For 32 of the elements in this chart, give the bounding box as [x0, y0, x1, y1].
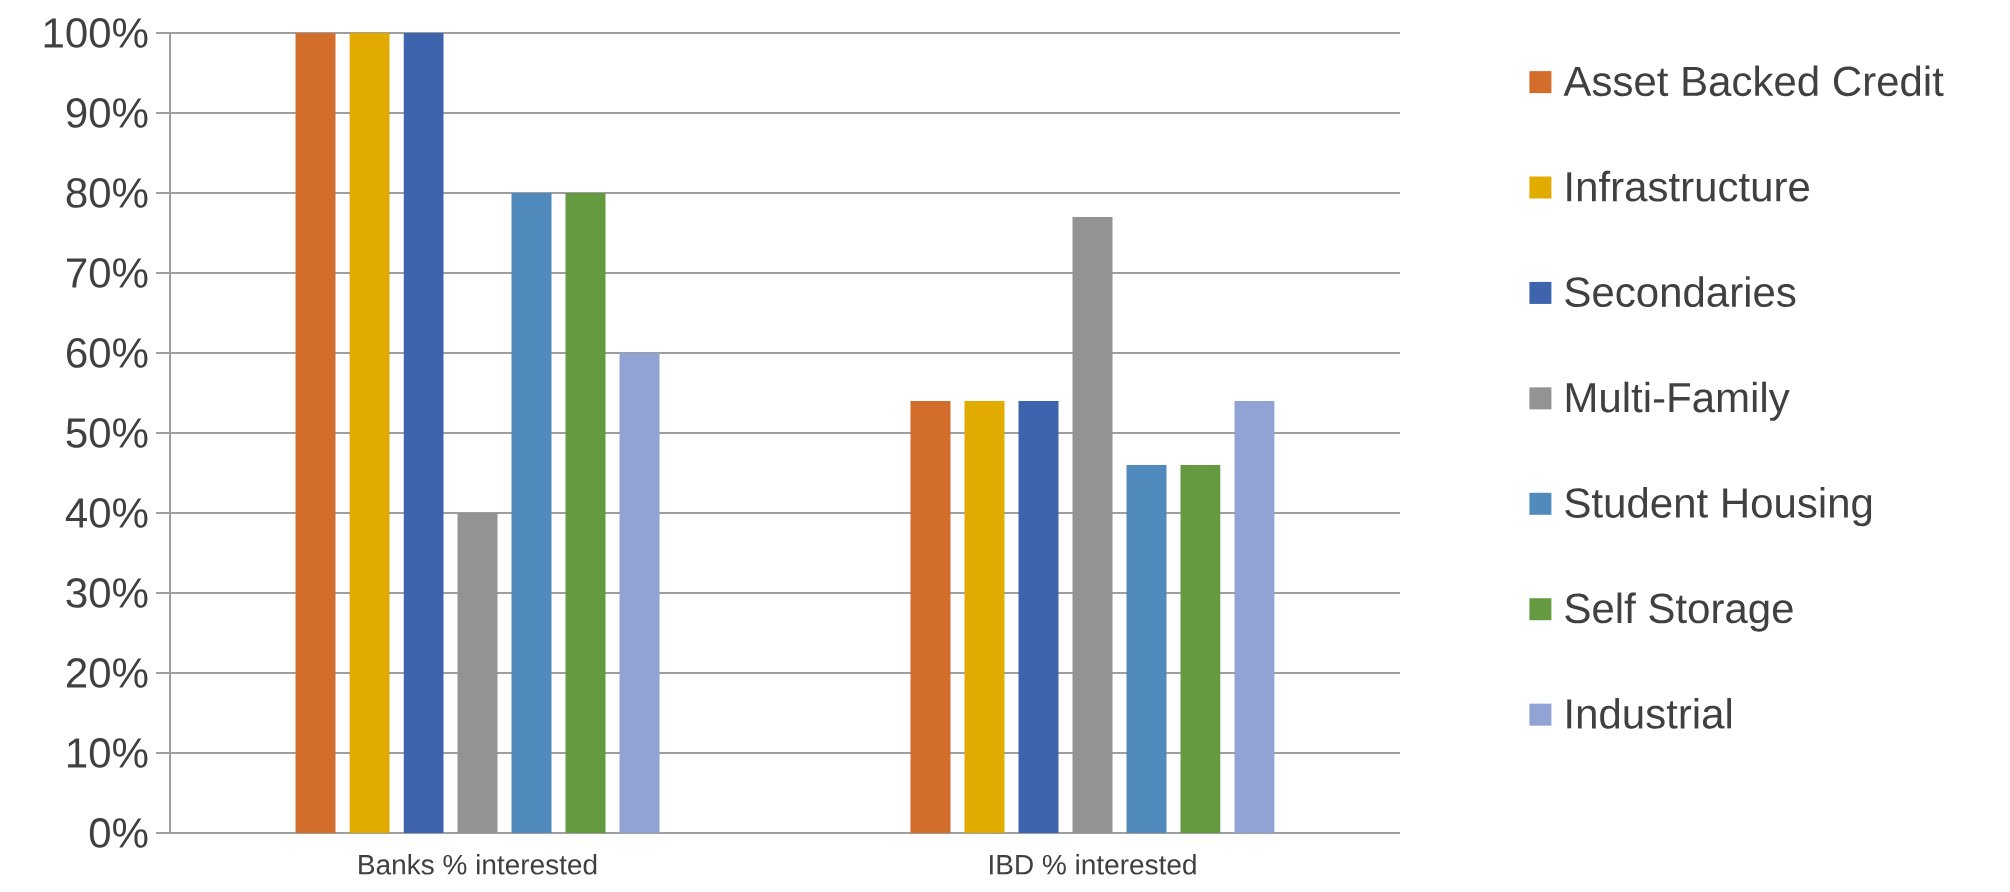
legend-label: Infrastructure [1567, 170, 1809, 202]
bar [511, 192, 552, 833]
bar [295, 32, 336, 833]
bar [619, 352, 660, 833]
bar [1234, 400, 1275, 833]
y-tick-label: 40% [65, 498, 148, 528]
y-tick-label: 70% [67, 258, 148, 288]
legend-label: Self Storage [1565, 592, 1793, 632]
bar [1018, 400, 1059, 833]
y-tick-label: 80% [66, 178, 148, 208]
bar [1126, 464, 1167, 833]
y-tick-label: 20% [66, 658, 148, 688]
y-tick-label: 100% [44, 18, 148, 48]
legend-label: Student Housing [1565, 487, 1872, 527]
x-tick-label: IBD % interested [990, 854, 1196, 875]
bar [910, 400, 951, 833]
x-tick-label: Banks % interested [359, 854, 597, 875]
y-tick-label: 60% [67, 338, 148, 368]
bar [964, 400, 1005, 833]
y-tick-label: 30% [66, 578, 148, 608]
bar [349, 32, 390, 833]
bar [1180, 464, 1221, 833]
y-tick-label: 50% [66, 418, 148, 448]
legend-label: Secondaries [1565, 276, 1796, 308]
bar [565, 192, 606, 833]
y-tick-label: 90% [66, 98, 148, 128]
legend-label: Asset Backed Credit [1563, 65, 1944, 97]
legend-label: Industrial [1567, 697, 1732, 729]
legend-label: Multi-Family [1566, 381, 1790, 421]
bar [403, 32, 444, 833]
y-tick-label: 10% [68, 738, 148, 768]
y-tick-label: 0% [89, 818, 148, 848]
